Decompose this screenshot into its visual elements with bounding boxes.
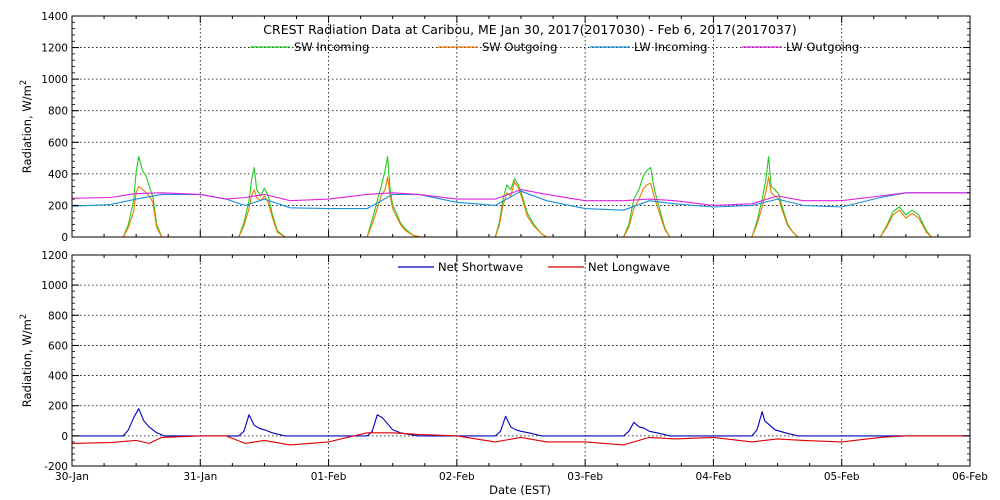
x-tick-label: 02-Feb bbox=[439, 471, 475, 483]
top-y-tick-label: 800 bbox=[48, 106, 68, 118]
bottom-y-tick-label: 1000 bbox=[41, 280, 68, 292]
bottom-plot-frame bbox=[71, 254, 971, 467]
top-legend-label: LW Incoming bbox=[634, 40, 707, 54]
bottom-y-tick-label: 800 bbox=[48, 310, 68, 322]
top-series-line-3 bbox=[72, 189, 970, 206]
x-tick-label: 05-Feb bbox=[824, 471, 860, 483]
bottom-series-line-0 bbox=[72, 408, 970, 437]
bottom-y-tick-label: 200 bbox=[48, 401, 68, 413]
bottom-y-tick-label: -200 bbox=[44, 461, 68, 473]
x-tick-label: 31-Jan bbox=[183, 471, 217, 483]
top-y-tick-label: 600 bbox=[48, 137, 68, 149]
x-tick-label: 30-Jan bbox=[55, 471, 89, 483]
top-series-line-1 bbox=[122, 176, 932, 237]
top-y-tick-label: 1000 bbox=[41, 74, 68, 86]
bottom-legend-label: Net Shortwave bbox=[438, 260, 523, 274]
bottom-y-tick-label: 0 bbox=[61, 431, 68, 443]
x-tick-label: 06-Feb bbox=[952, 471, 988, 483]
x-axis-label: Date (EST) bbox=[489, 483, 551, 497]
bottom-y-tick-label: 600 bbox=[48, 340, 68, 352]
top-panel: 0 200 400 600 800 1000 1200 1400 Radiation, W/m2… bbox=[19, 11, 971, 244]
bottom-y-tick-label: 1200 bbox=[41, 250, 68, 262]
top-y-tick-label: 0 bbox=[61, 232, 68, 244]
top-y-axis-label: Radiation, W/m2 bbox=[19, 80, 34, 174]
bottom-panel: -200 0 200 400 600 800 1000 1200 30-Jan 31-Jan 01-… bbox=[19, 250, 988, 483]
top-y-tick-label: 1400 bbox=[41, 11, 68, 23]
bottom-y-axis-label: Radiation, W/m2 bbox=[19, 314, 34, 408]
top-legend-label: LW Outgoing bbox=[786, 40, 859, 54]
chart-title: CREST Radiation Data at Caribou, ME Jan … bbox=[263, 22, 796, 37]
bottom-legend-label: Net Longwave bbox=[588, 260, 670, 274]
top-y-tick-label: 400 bbox=[48, 169, 68, 181]
bottom-y-tick-label: 400 bbox=[48, 371, 68, 383]
x-tick-label: 01-Feb bbox=[311, 471, 347, 483]
x-tick-label: 04-Feb bbox=[696, 471, 732, 483]
x-tick-label: 03-Feb bbox=[567, 471, 603, 483]
top-y-tick-label: 200 bbox=[48, 200, 68, 212]
top-legend-label: SW Incoming bbox=[294, 40, 369, 54]
top-y-tick-label: 1200 bbox=[41, 43, 68, 55]
bottom-series-line-1 bbox=[72, 432, 970, 446]
top-legend-label: SW Outgoing bbox=[482, 40, 557, 54]
